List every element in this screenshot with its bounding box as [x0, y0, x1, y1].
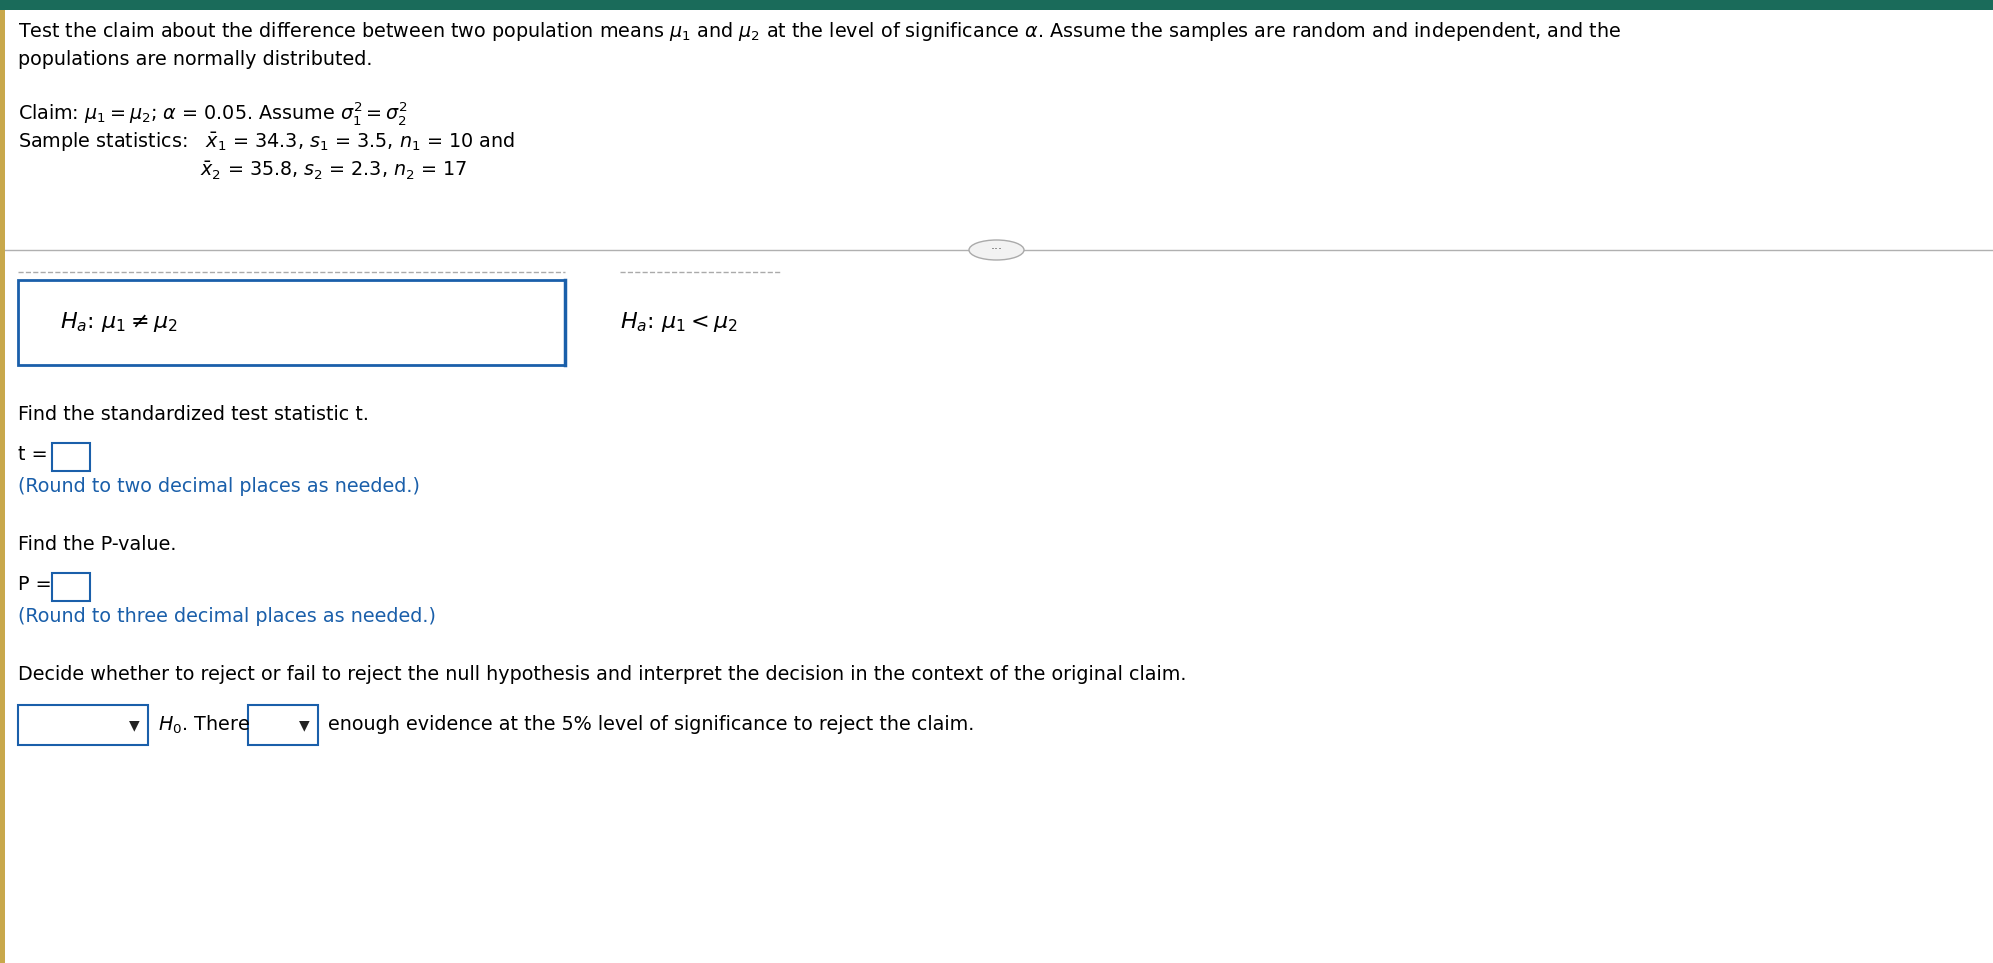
Text: Find the standardized test statistic t.: Find the standardized test statistic t. — [18, 405, 369, 424]
Text: $H_a$: $\mu_1 < \mu_2$: $H_a$: $\mu_1 < \mu_2$ — [620, 310, 737, 334]
FancyBboxPatch shape — [247, 705, 319, 745]
Text: Sample statistics:   $\bar{x}_1$ = 34.3, $s_1$ = 3.5, $n_1$ = 10 and: Sample statistics: $\bar{x}_1$ = 34.3, $… — [18, 130, 514, 153]
Text: Decide whether to reject or fail to reject the null hypothesis and interpret the: Decide whether to reject or fail to reje… — [18, 665, 1186, 684]
Bar — [0, 0, 1993, 10]
Text: ▼: ▼ — [130, 718, 140, 732]
Bar — [0, 10, 6, 963]
FancyBboxPatch shape — [52, 573, 90, 601]
Text: Test the claim about the difference between two population means $\mu_1$ and $\m: Test the claim about the difference betw… — [18, 20, 1620, 43]
FancyBboxPatch shape — [52, 443, 90, 471]
Text: Find the P-value.: Find the P-value. — [18, 535, 177, 554]
Text: ▼: ▼ — [299, 718, 309, 732]
Text: (Round to three decimal places as needed.): (Round to three decimal places as needed… — [18, 607, 436, 626]
Text: $H_0$. There: $H_0$. There — [157, 714, 249, 736]
Text: $H_a$: $\mu_1 \neq \mu_2$: $H_a$: $\mu_1 \neq \mu_2$ — [60, 310, 177, 334]
Text: $\bar{x}_2$ = 35.8, $s_2$ = 2.3, $n_2$ = 17: $\bar{x}_2$ = 35.8, $s_2$ = 2.3, $n_2$ =… — [18, 160, 466, 182]
Text: t =: t = — [18, 445, 54, 464]
Text: ···: ··· — [991, 244, 1002, 256]
Text: populations are normally distributed.: populations are normally distributed. — [18, 50, 373, 69]
Text: Claim: $\mu_1 = \mu_2$; $\alpha$ = 0.05. Assume $\sigma_1^2 = \sigma_2^2$: Claim: $\mu_1 = \mu_2$; $\alpha$ = 0.05.… — [18, 100, 409, 127]
Text: P =: P = — [18, 575, 58, 594]
Text: enough evidence at the 5% level of significance to reject the claim.: enough evidence at the 5% level of signi… — [329, 716, 975, 735]
Text: (Round to two decimal places as needed.): (Round to two decimal places as needed.) — [18, 477, 421, 496]
Ellipse shape — [969, 240, 1024, 260]
FancyBboxPatch shape — [18, 705, 147, 745]
FancyBboxPatch shape — [18, 280, 564, 365]
